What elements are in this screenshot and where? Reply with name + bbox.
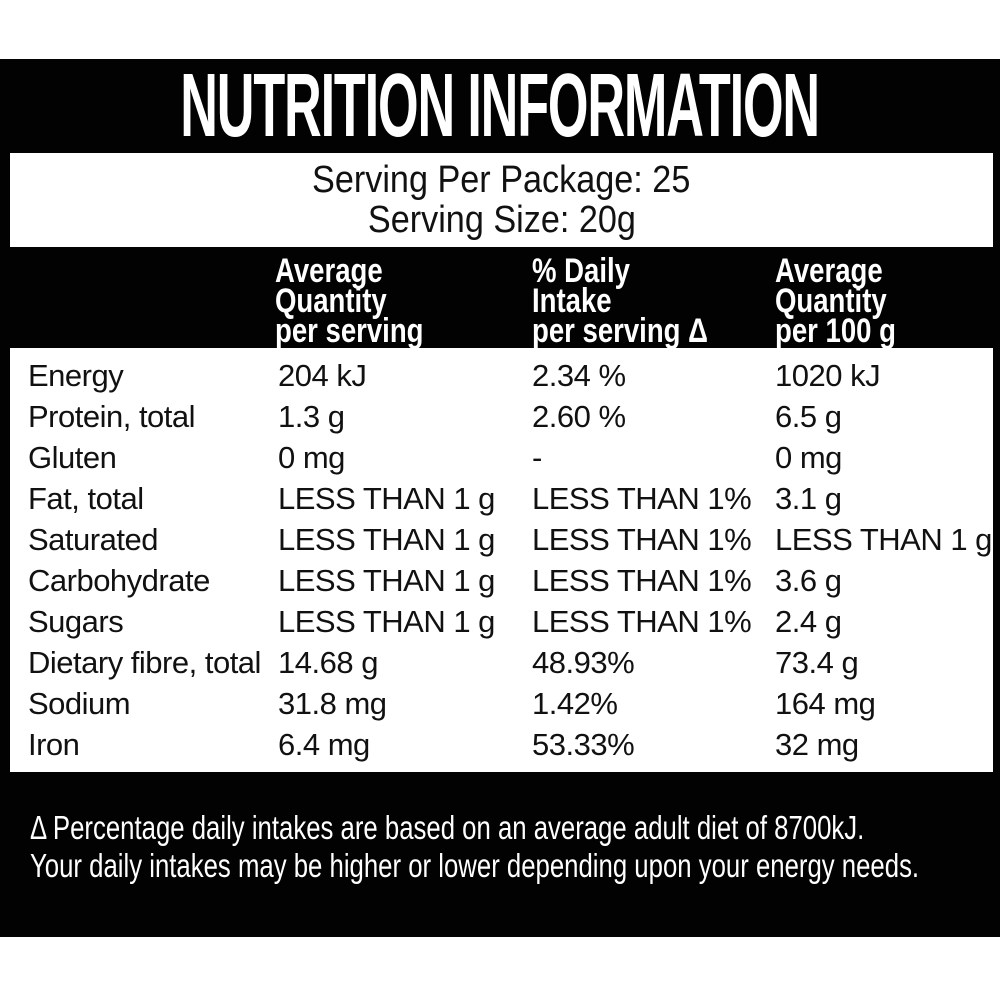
- table-row-iron: Iron 6.4 mg 53.33% 32 mg: [10, 724, 993, 765]
- serving-size: Serving Size: 20g: [367, 199, 636, 241]
- column-header-per-100g: Average Quantity per 100 g: [775, 252, 896, 350]
- value-per-100g: 2.4 g: [775, 603, 842, 639]
- value-per-serving: 14.68 g: [278, 644, 378, 680]
- table-row-carbohydrate: Carbohydrate LESS THAN 1 g LESS THAN 1% …: [10, 560, 993, 601]
- column-header-line: Average: [275, 252, 383, 290]
- nutrient-label: Carbohydrate: [28, 562, 210, 598]
- column-header-line: Quantity: [775, 282, 887, 320]
- page-title: NUTRITION INFORMATION: [180, 56, 821, 156]
- value-per-100g: 3.1 g: [775, 480, 842, 516]
- nutrient-label: Protein, total: [28, 398, 196, 434]
- serving-per-package: Serving Per Package: 25: [312, 159, 691, 201]
- value-per-100g: 3.6 g: [775, 562, 842, 598]
- value-per-serving: 1.3 g: [278, 398, 345, 434]
- column-header-per-serving: Average Quantity per serving: [275, 252, 424, 350]
- column-header-line: per serving: [275, 312, 424, 350]
- value-daily-intake: LESS THAN 1%: [532, 562, 752, 598]
- value-daily-intake: 53.33%: [532, 726, 635, 762]
- value-per-serving: 204 kJ: [278, 357, 367, 393]
- value-per-serving: LESS THAN 1 g: [278, 521, 495, 557]
- value-per-serving: LESS THAN 1 g: [278, 562, 495, 598]
- nutrient-label: Sugars: [28, 603, 124, 639]
- table-row-sugars: Sugars LESS THAN 1 g LESS THAN 1% 2.4 g: [10, 601, 993, 642]
- value-daily-intake: 2.34 %: [532, 357, 626, 393]
- value-per-serving: LESS THAN 1 g: [278, 603, 495, 639]
- value-per-serving: LESS THAN 1 g: [278, 480, 495, 516]
- value-per-100g: 0 mg: [775, 439, 842, 475]
- table-row-protein: Protein, total 1.3 g 2.60 % 6.5 g: [10, 396, 993, 437]
- nutrient-label: Saturated: [28, 521, 158, 557]
- value-per-100g: LESS THAN 1 g: [775, 521, 992, 557]
- value-daily-intake: 2.60 %: [532, 398, 626, 434]
- nutrient-label: Dietary fibre, total: [28, 644, 261, 680]
- serving-info-panel: Serving Per Package: 25 Serving Size: 20…: [10, 153, 993, 247]
- value-per-serving: 0 mg: [278, 439, 345, 475]
- nutrient-label: Sodium: [28, 685, 131, 721]
- value-daily-intake: LESS THAN 1%: [532, 480, 752, 516]
- table-row-energy: Energy 204 kJ 2.34 % 1020 kJ: [10, 355, 993, 396]
- column-header-line: Average: [775, 252, 883, 290]
- table-row-saturated: Saturated LESS THAN 1 g LESS THAN 1% LES…: [10, 519, 993, 560]
- value-per-serving: 31.8 mg: [278, 685, 387, 721]
- value-per-100g: 73.4 g: [775, 644, 859, 680]
- nutrition-label: NUTRITION INFORMATION Serving Per Packag…: [0, 59, 1000, 937]
- column-header-line: % Daily: [532, 252, 630, 290]
- nutrient-label: Gluten: [28, 439, 117, 475]
- column-header-daily-intake: % Daily Intake per serving Δ: [532, 252, 708, 350]
- table-row-gluten: Gluten 0 mg - 0 mg: [10, 437, 993, 478]
- table-row-sodium: Sodium 31.8 mg 1.42% 164 mg: [10, 683, 993, 724]
- nutrient-label: Energy: [28, 357, 124, 393]
- value-per-serving: 6.4 mg: [278, 726, 370, 762]
- title-bar: NUTRITION INFORMATION: [0, 59, 1000, 153]
- column-header-line: per serving Δ: [532, 312, 708, 350]
- nutrition-table: Energy 204 kJ 2.34 % 1020 kJ Protein, to…: [10, 348, 993, 772]
- table-row-fat: Fat, total LESS THAN 1 g LESS THAN 1% 3.…: [10, 478, 993, 519]
- value-daily-intake: LESS THAN 1%: [532, 603, 752, 639]
- table-row-dietary-fibre: Dietary fibre, total 14.68 g 48.93% 73.4…: [10, 642, 993, 683]
- nutrient-label: Fat, total: [28, 480, 144, 516]
- nutrient-label: Iron: [28, 726, 80, 762]
- value-per-100g: 1020 kJ: [775, 357, 881, 393]
- value-per-100g: 164 mg: [775, 685, 876, 721]
- value-per-100g: 32 mg: [775, 726, 859, 762]
- value-per-100g: 6.5 g: [775, 398, 842, 434]
- daily-intake-footnote: Δ Percentage daily intakes are based on …: [30, 809, 919, 885]
- column-header-line: Quantity: [275, 282, 387, 320]
- value-daily-intake: -: [532, 439, 542, 475]
- value-daily-intake: 1.42%: [532, 685, 618, 721]
- footnote-line-2: Your daily intakes may be higher or lowe…: [30, 847, 920, 884]
- footnote-line-1: Δ Percentage daily intakes are based on …: [30, 809, 865, 846]
- column-header-line: Intake: [532, 282, 612, 320]
- column-header-line: per 100 g: [775, 312, 896, 350]
- value-daily-intake: 48.93%: [532, 644, 635, 680]
- value-daily-intake: LESS THAN 1%: [532, 521, 752, 557]
